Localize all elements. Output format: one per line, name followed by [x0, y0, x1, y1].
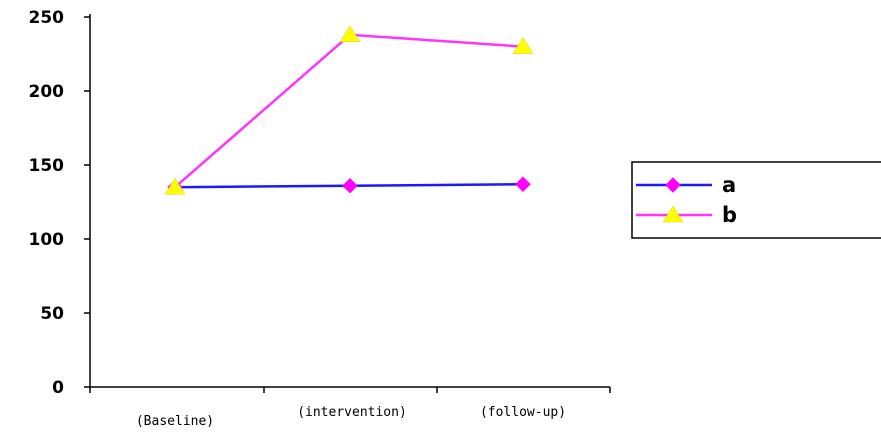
- legend-box: [631, 161, 881, 239]
- y-tick-label: 250: [29, 8, 65, 28]
- y-tick-label: 0: [52, 378, 64, 398]
- series-b-point: [164, 177, 186, 195]
- series-b-point: [339, 25, 361, 43]
- x-category-label: (intervention): [297, 405, 407, 420]
- y-tick-label: 50: [40, 304, 64, 324]
- y-tick-label: 200: [29, 82, 65, 102]
- legend-item-a: a: [636, 173, 736, 197]
- legend: ab: [631, 161, 881, 239]
- series-a-point: [342, 178, 358, 194]
- legend-marker: [665, 177, 681, 193]
- x-category-label: (Baseline): [136, 414, 214, 429]
- y-tick-label: 100: [29, 230, 65, 250]
- series-a: [167, 176, 531, 195]
- series-b-point: [512, 37, 534, 54]
- y-tick-label: 150: [29, 156, 65, 176]
- series-a-point: [515, 176, 531, 192]
- legend-label: a: [722, 173, 736, 197]
- series-layer: [164, 25, 534, 195]
- legend-marker: [662, 205, 684, 223]
- y-axis: 0 50 100 150 200 250: [29, 8, 91, 398]
- legend-label: b: [722, 203, 737, 227]
- legend-item-b: b: [636, 203, 737, 227]
- series-b-line: [174, 33, 524, 189]
- x-category-label: (follow-up): [480, 405, 566, 420]
- series-b: [164, 25, 534, 195]
- x-axis: (Baseline) (intervention) (follow-up): [89, 386, 611, 429]
